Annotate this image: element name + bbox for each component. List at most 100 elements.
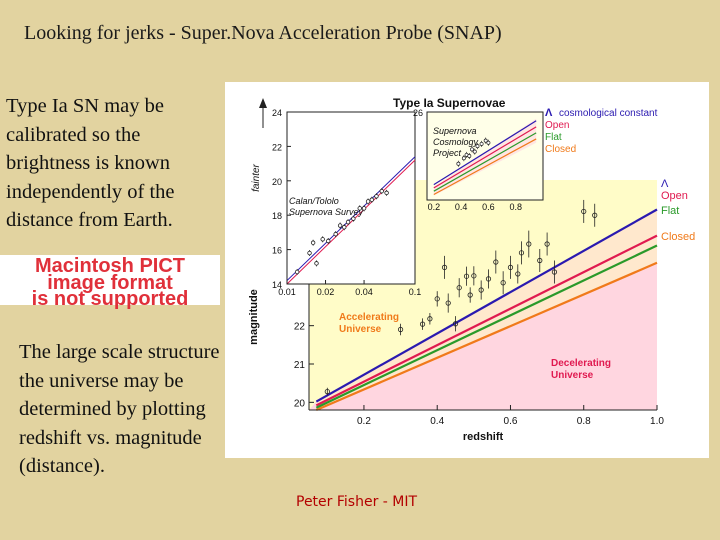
main-data-point [427,316,433,322]
supernova-figure: Λ Open Flat Closed 0.2 0.4 0.6 0.8 1.0 20 21 22 reds… [225,82,709,458]
fainter-arrow-head [259,98,267,108]
top-inset-label-flat: Flat [545,132,562,143]
top-inset-data-point [470,147,474,152]
top-inset-x-tick-label: 0.6 [482,202,495,212]
calan-label-2: Supernova Survey [289,207,364,217]
pict-line-1: Macintosh PICT [34,255,185,277]
x-tick-label: 0.8 [577,416,591,427]
left-inset-fit-line-2 [286,159,416,285]
main-data-point [515,271,521,277]
inset-x-tick-label: 0.01 [278,287,296,297]
top-inset-data-point [472,149,477,154]
main-data-point [500,280,506,286]
model-line-open [315,234,658,407]
fainter-label: fainter [251,163,262,191]
inset-data-point [345,219,351,225]
top-inset-data-point [475,144,480,149]
inset-data-point [326,238,331,244]
inset-x-tick-label: 0.1 [409,287,422,297]
top-inset-y-tick-label: 26 [413,108,423,118]
inset-x-tick-label: 0.04 [355,287,373,297]
model-line-lambda [315,208,658,403]
main-data-point [471,273,477,279]
inset-data-point [374,194,379,199]
y-tick-label: 21 [294,360,306,371]
top-inset-x-tick-label: 0.2 [428,202,441,212]
inset-y-tick-label: 18 [272,211,282,221]
inset-data-point [384,190,389,196]
pict-line-3: is not supported [31,288,189,310]
main-data-point [478,287,484,293]
left-inset-fit-line [286,156,416,281]
inset-data-point [307,250,312,256]
inset-data-point [365,199,371,204]
decelerating-label-1: Decelerating [551,358,611,369]
main-data-point [419,321,426,327]
top-inset-data-point [461,156,466,161]
accelerating-label-2: Universe [339,324,382,335]
main-data-point [441,264,448,270]
inset-data-point [337,223,343,228]
pict-placeholder: Macintosh PICT image format is not suppo… [0,255,220,310]
x-tick-label: 0.2 [357,416,371,427]
model-label-open: Open [661,190,688,202]
inset-data-point [333,231,338,237]
main-data-point [485,276,492,282]
x-axis-label: redshift [463,431,504,443]
y-tick-label: 20 [294,398,306,409]
top-inset-line-flat [433,132,537,192]
model-label-closed: Closed [661,231,695,243]
inset-data-point [379,188,384,194]
scp-label-1: Supernova [433,126,477,136]
bullet-calibration: Type Ia SN may be calibrated so the brig… [6,95,175,231]
top-inset-data-point [456,161,461,166]
inset-data-point [357,206,362,211]
main-data-point [592,212,598,218]
slide-title: Looking for jerks - Super.Nova Accelerat… [24,22,502,44]
model-line-flat [315,244,658,409]
scp-label-3: Project [433,148,462,158]
top-inset-x-tick-label: 0.8 [509,202,522,212]
top-inset-label-open: Open [545,120,569,131]
main-data-point [526,241,532,247]
y-axis-label: magnitude [248,289,260,345]
main-data-point [507,264,514,270]
inset-data-point [342,225,347,230]
inset-data-point [310,240,316,245]
main-data-point [434,296,440,302]
top-inset-data-point [479,141,484,146]
scp-label-2: Cosmology [433,137,479,147]
decelerating-label-2: Universe [551,370,594,381]
cosmological-constant-label: cosmological constant [559,108,658,119]
top-inset-label-closed: Closed [545,144,576,155]
top-inset-line-closed [433,138,537,196]
main-data-point [467,292,473,298]
inset-y-tick-label: 20 [272,177,282,187]
footer-credit: Peter Fisher - MIT [296,494,418,510]
main-data-point [551,269,558,275]
inset-x-tick-label: 0.02 [317,287,335,297]
accelerating-label-1: Accelerating [339,312,399,323]
inset-y-tick-label: 22 [272,142,282,152]
main-data-point [445,300,451,306]
main-data-point [537,257,543,264]
top-inset-data-point [467,154,472,158]
bullet-redshift: The large scale structure of the univers… [19,341,242,477]
main-data-point [493,259,499,265]
main-data-point [452,321,459,327]
model-line-closed [315,261,658,412]
inset-y-tick-label: 24 [272,108,282,118]
y-tick-label: 22 [294,322,306,333]
main-data-point [324,388,330,395]
main-data-point [518,250,525,256]
top-inset-line-lambda [433,120,537,186]
main-data-point [544,241,550,247]
top-inset-x-tick-label: 0.4 [455,202,468,212]
inset-data-point [369,197,375,202]
model-band [316,209,657,410]
main-data-point [581,208,587,215]
inset-y-tick-label: 16 [272,246,282,256]
inset-data-point [314,261,319,266]
inset-data-point [320,237,325,242]
